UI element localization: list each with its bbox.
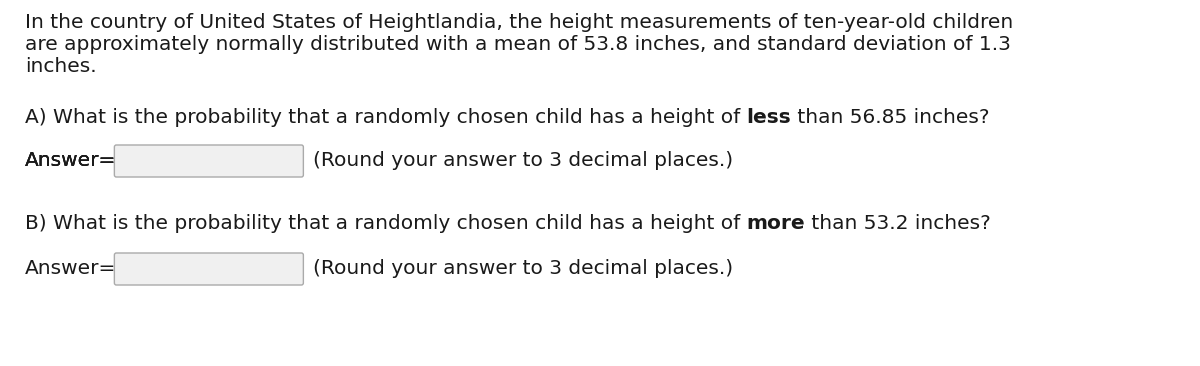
Text: A) What is the probability that a randomly chosen child has a height of: A) What is the probability that a random… xyxy=(25,108,746,127)
Text: In the country of United States of Heightlandia, the height measurements of ten-: In the country of United States of Heigh… xyxy=(25,13,1013,32)
FancyBboxPatch shape xyxy=(114,145,304,177)
Text: (Round your answer to 3 decimal places.): (Round your answer to 3 decimal places.) xyxy=(313,259,733,279)
Text: less: less xyxy=(746,108,791,127)
Text: (Round your answer to 3 decimal places.): (Round your answer to 3 decimal places.) xyxy=(313,152,733,171)
Text: more: more xyxy=(746,214,805,233)
Text: Answer=: Answer= xyxy=(25,152,116,171)
Text: than 56.85 inches?: than 56.85 inches? xyxy=(791,108,990,127)
Text: inches.: inches. xyxy=(25,57,97,76)
Text: Answer=: Answer= xyxy=(25,152,116,171)
Text: Answer=: Answer= xyxy=(25,152,116,171)
Text: are approximately normally distributed with a mean of 53.8 inches, and standard : are approximately normally distributed w… xyxy=(25,35,1010,54)
Text: B) What is the probability that a randomly chosen child has a height of: B) What is the probability that a random… xyxy=(25,214,746,233)
Text: Answer=: Answer= xyxy=(25,259,116,279)
Text: than 53.2 inches?: than 53.2 inches? xyxy=(805,214,991,233)
FancyBboxPatch shape xyxy=(114,253,304,285)
